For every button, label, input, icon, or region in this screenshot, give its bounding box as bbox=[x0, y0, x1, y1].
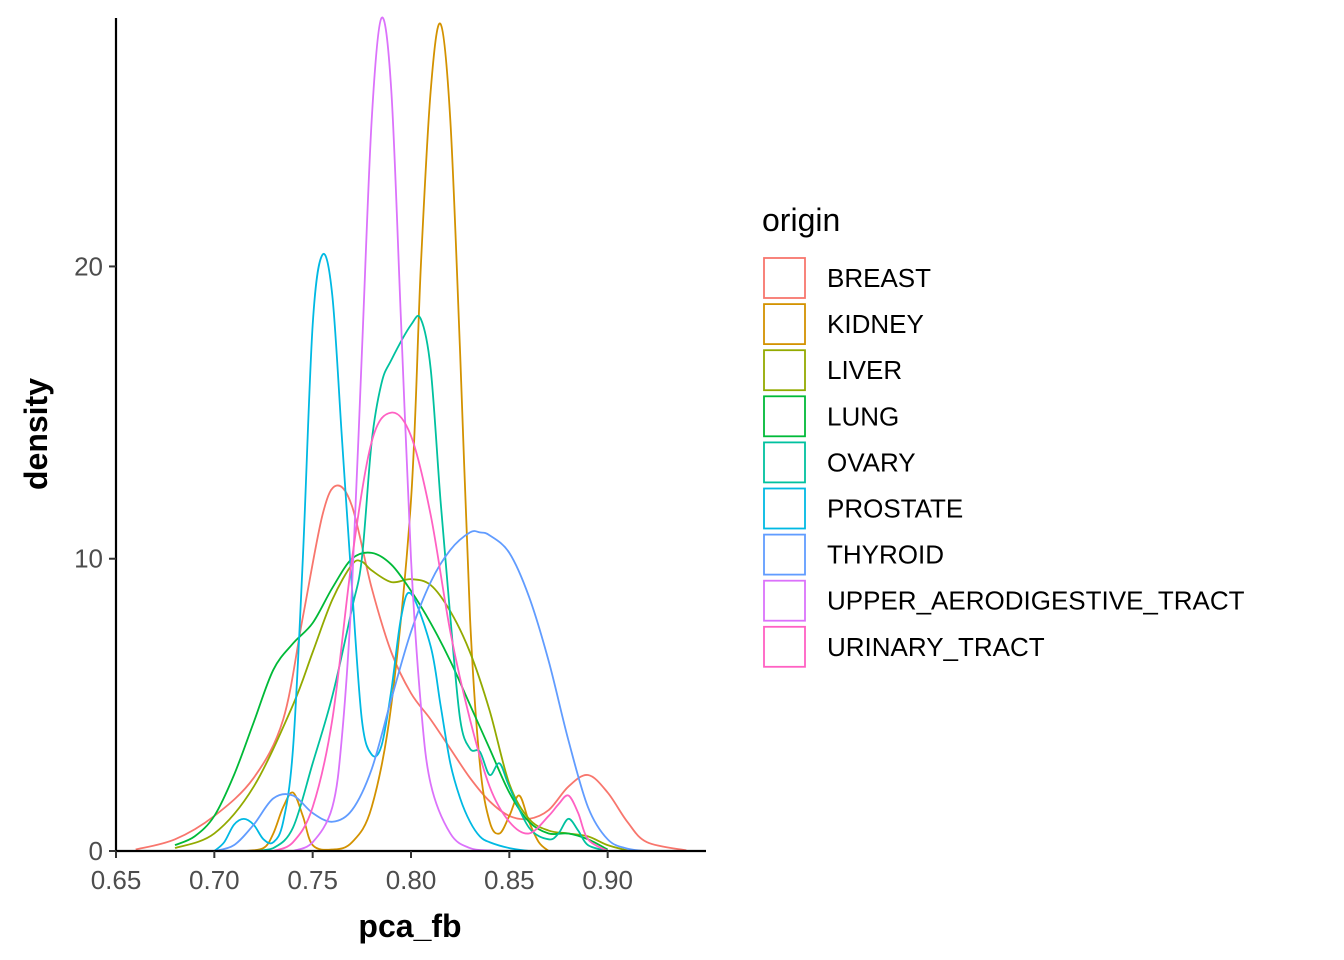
legend-items: BREAST KIDNEY LIVER LUNG OVARY PROSTATE THYROI… bbox=[763, 257, 1245, 668]
legend-label: PROSTATE bbox=[827, 494, 963, 524]
legend-label: OVARY bbox=[827, 447, 916, 477]
x-tick-label: 0.75 bbox=[287, 865, 338, 895]
x-tick-label: 0.80 bbox=[386, 865, 437, 895]
legend-label: KIDNEY bbox=[827, 309, 924, 339]
legend-key-liver bbox=[763, 349, 806, 392]
y-tick-label: 20 bbox=[74, 251, 103, 281]
legend-label: URINARY_TRACT bbox=[827, 632, 1045, 662]
density-curves bbox=[135, 16, 687, 852]
density-line-kidney bbox=[243, 22, 550, 852]
legend-key-thyroid bbox=[763, 533, 806, 576]
legend-key-prostate bbox=[763, 487, 806, 530]
legend-label: THYROID bbox=[827, 540, 944, 570]
x-tick-label: 0.90 bbox=[582, 865, 633, 895]
density-line-liver bbox=[174, 559, 628, 852]
legend-label: LUNG bbox=[827, 401, 899, 431]
x-tick-label: 0.65 bbox=[91, 865, 142, 895]
legend-label: BREAST bbox=[827, 263, 931, 293]
legend-label: UPPER_AERODIGESTIVE_TRACT bbox=[827, 586, 1245, 616]
legend-label: LIVER bbox=[827, 355, 902, 385]
density-line-lung bbox=[174, 551, 609, 851]
y-axis-ticks: 0 10 20 bbox=[74, 251, 116, 866]
legend-title: origin bbox=[762, 202, 840, 238]
legend-key-breast bbox=[763, 257, 806, 299]
x-tick-label: 0.70 bbox=[189, 865, 240, 895]
legend-key-urinary-tract bbox=[763, 625, 806, 668]
density-line-thyroid bbox=[214, 530, 648, 852]
y-tick-label: 0 bbox=[89, 836, 103, 866]
x-tick-label: 0.85 bbox=[484, 865, 535, 895]
legend-key-ovary bbox=[763, 441, 806, 484]
y-tick-label: 10 bbox=[74, 544, 103, 574]
y-axis-title: density bbox=[18, 378, 54, 490]
x-axis-title: pca_fb bbox=[358, 908, 461, 944]
density-line-upper-aerodigestive-tract bbox=[292, 16, 510, 852]
legend-key-upper-aerodigestive-tract bbox=[763, 579, 806, 622]
density-line-ovary bbox=[253, 314, 608, 852]
x-axis-ticks: 0.65 0.70 0.75 0.80 0.85 0.90 bbox=[91, 851, 633, 895]
legend-key-lung bbox=[763, 395, 806, 438]
density-line-urinary-tract bbox=[272, 411, 609, 852]
density-line-prostate bbox=[213, 252, 530, 852]
legend-key-kidney bbox=[763, 303, 806, 346]
legend: origin BREAST KIDNEY LIVER LUNG OVARY PROSTAT… bbox=[762, 202, 1245, 668]
